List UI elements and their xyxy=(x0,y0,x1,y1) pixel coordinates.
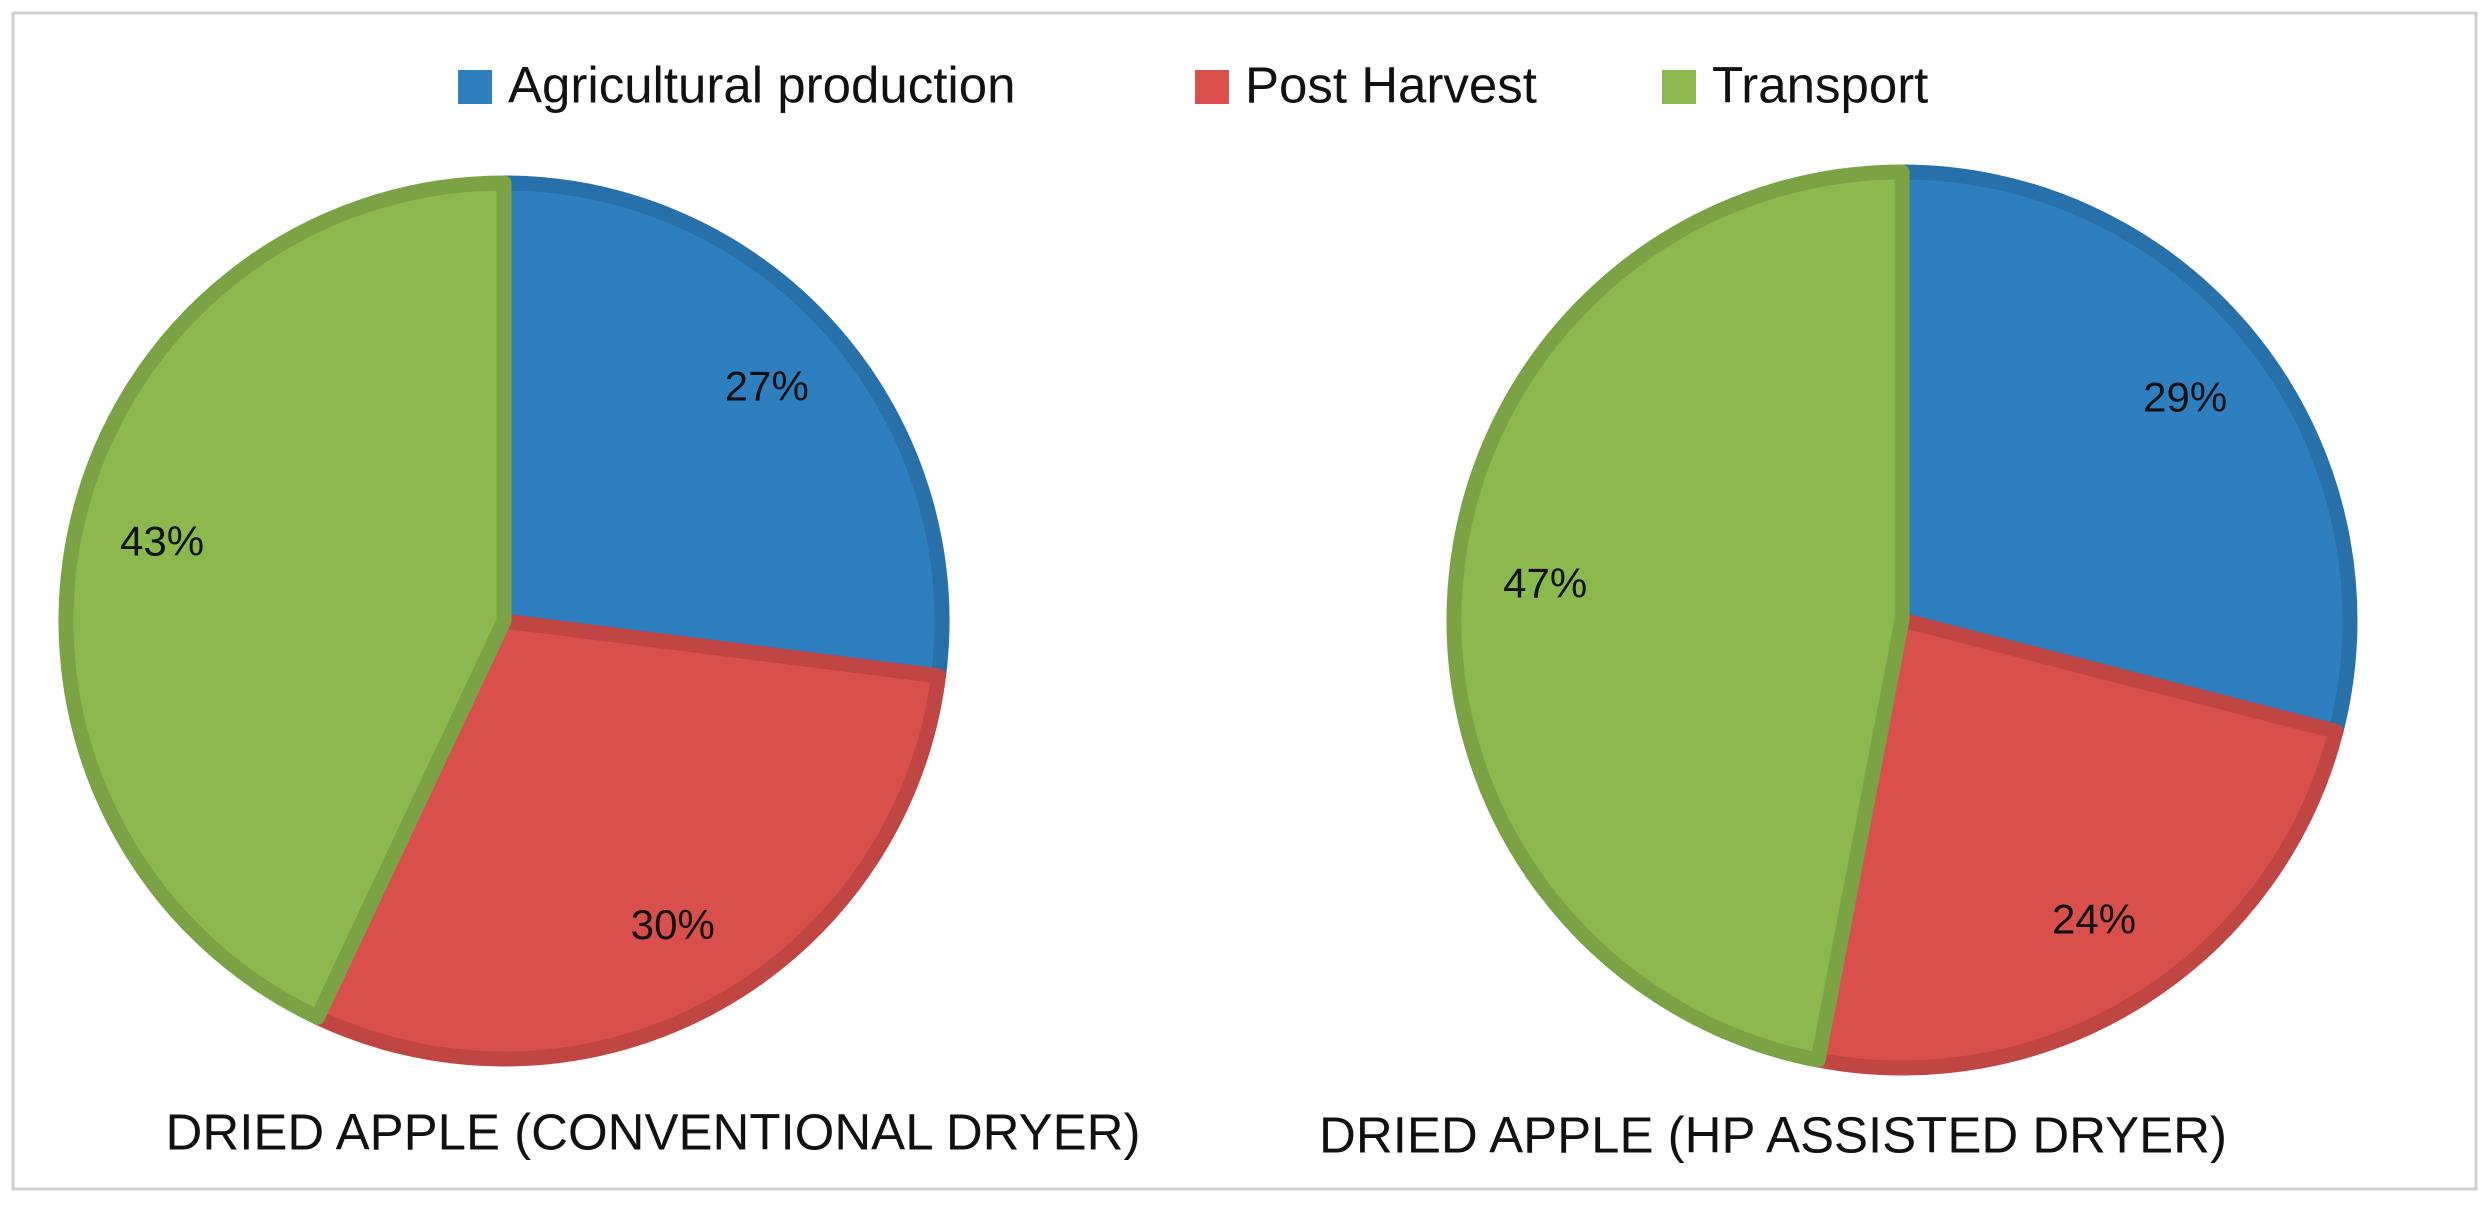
data-label: 30% xyxy=(631,901,715,948)
data-label: 27% xyxy=(725,362,809,409)
pie-slice xyxy=(1894,164,2358,739)
chart-title: DRIED APPLE (HP ASSISTED DRYER) xyxy=(1319,1106,2227,1163)
legend-swatch xyxy=(1662,70,1696,104)
data-label: 47% xyxy=(1503,559,1587,606)
legend-label: Transport xyxy=(1712,56,1928,113)
legend-swatch xyxy=(1195,70,1229,104)
pie-slice xyxy=(1446,164,1910,1068)
pie-slice xyxy=(496,175,950,684)
data-label: 43% xyxy=(120,518,204,565)
legend-label: Agricultural production xyxy=(508,56,1015,113)
pie-slice xyxy=(58,175,512,1025)
pie-slice xyxy=(1810,612,2344,1076)
data-label: 29% xyxy=(2143,373,2227,420)
data-label: 24% xyxy=(2052,896,2136,943)
pie-slice xyxy=(310,613,947,1067)
chart-title: DRIED APPLE (CONVENTIONAL DRYER) xyxy=(166,1103,1141,1160)
legend-label: Post Harvest xyxy=(1245,56,1537,113)
legend-swatch xyxy=(458,70,492,104)
